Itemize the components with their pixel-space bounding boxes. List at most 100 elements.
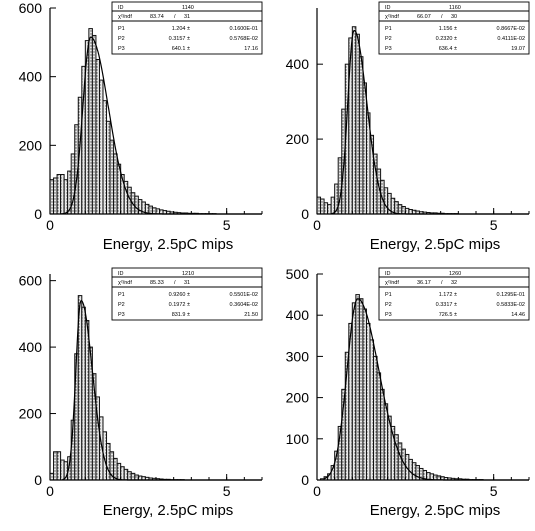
stats-param-value: 831.9 ± [172,312,190,318]
stats-chi2-value: 85.33 [150,280,164,286]
histogram-panel-4: 0 100 200 300 400 500 0 5 Energy, 2.5pC mips ID 12… [267,266,534,531]
histogram-bin [401,206,406,215]
histogram-bin [98,79,104,215]
stats-box: ID 1260 χ²/ndf 36.17 / 32 P1 1.172 ± 0.1295E-01 P… [378,267,530,321]
y-tick-label: 200 [19,406,43,422]
histogram-bin [88,28,93,215]
stats-param-name: P1 [385,292,392,298]
stats-param-value: 1.204 ± [172,26,190,32]
stats-param-name: P3 [385,46,392,52]
histogram-bin [134,195,139,215]
stats-slash: / [441,14,443,20]
stats-param-error: 0.5768E-02 [230,36,258,42]
stats-slash: / [174,280,176,286]
histogram-bin [106,120,111,215]
stats-param-error: 0.3604E-02 [230,302,258,308]
stats-ndf-value: 30 [451,14,457,20]
stats-chi2-value: 66.07 [417,14,431,20]
histogram-bin [373,355,378,481]
histogram-bin [411,462,417,481]
stats-id-value: 1160 [449,5,461,11]
histogram-bin [327,204,332,215]
stats-param-error: 0.5833E-02 [497,302,525,308]
histogram-bin [109,139,115,215]
stats-param-value: 1.156 ± [439,26,457,32]
stats-chi2-label: χ²/ndf [118,280,132,286]
stats-param-value: 0.2320 ± [436,36,457,42]
histogram-bin [394,201,399,215]
histogram-bin [56,451,62,481]
histogram-bin [330,196,336,215]
histogram-bin [351,26,357,215]
stats-id-value: 1140 [182,5,194,11]
x-tick-label: 0 [313,217,321,233]
stats-param-value: 0.9260 ± [169,292,190,298]
histogram-bin [355,294,360,481]
histogram-bin [106,442,111,481]
histogram-bin [84,320,90,481]
stats-param-name: P3 [385,312,392,318]
stats-param-name: P2 [385,36,392,42]
histogram-bin [365,322,371,481]
histogram-bin [56,174,62,215]
stats-param-value: 640.1 ± [172,46,190,52]
x-axis-label: Energy, 2.5pC mips [370,236,501,253]
histogram-bin [113,153,118,215]
x-axis-label: Energy, 2.5pC mips [103,236,234,253]
histogram-chart-2: 0 200 400 0 5 Energy, 2.5pC mips ID 1160 χ²/ndf 6… [286,1,530,253]
y-tick-label: 400 [286,307,310,323]
y-tick-label: 0 [34,206,42,222]
stats-param-name: P2 [118,36,125,42]
histogram-bin [351,302,357,481]
histogram-bin [102,100,108,215]
y-tick-label: 200 [286,131,310,147]
histogram-bin [362,308,367,481]
histogram-bin [408,458,413,481]
stats-param-value: 0.1972 ± [169,302,190,308]
stats-param-value: 0.3157 ± [169,36,190,42]
stats-param-value: 1.172 ± [439,292,457,298]
histogram-bin [320,198,325,215]
histogram-panel-1: 0 200 400 600 0 5 Energy, 2.5pC mips ID 1140 χ²/n… [0,0,267,265]
y-tick-label: 100 [286,431,310,447]
histogram-bin [408,209,413,215]
histogram-bin [123,468,129,481]
histogram-bin [113,457,118,481]
histogram-bin [116,462,122,481]
stats-param-error: 17.16 [244,46,258,52]
histogram-bin [380,388,385,481]
stats-id-value: 1260 [449,271,461,277]
histogram-bin [60,459,65,481]
stats-param-name: P2 [118,302,125,308]
histogram-bin [127,471,132,481]
histogram-bin [53,451,58,481]
histogram-panel-3: 0 200 400 600 0 5 Energy, 2.5pC mips ID 1210 χ²/n… [0,266,267,531]
histogram-chart-1: 0 200 400 600 0 5 Energy, 2.5pC mips ID 1140 χ²/n… [19,0,263,253]
histogram-bin [397,204,403,215]
histogram-bin [397,442,403,481]
stats-chi2-label: χ²/ndf [385,280,399,286]
stats-param-name: P3 [118,312,125,318]
stats-ndf-value: 31 [184,280,190,286]
stats-param-name: P2 [385,302,392,308]
y-tick-label: 200 [19,137,43,153]
histogram-panel-2: 0 200 400 0 5 Energy, 2.5pC mips ID 1160 χ²/ndf 6… [267,0,534,265]
y-tick-label: 0 [34,472,42,488]
x-tick-label: 5 [490,483,498,499]
stats-param-value: 726.5 ± [439,312,457,318]
stats-param-error: 0.1600E-01 [230,26,258,32]
stats-ndf-value: 31 [184,14,190,20]
x-tick-label: 5 [223,483,231,499]
histogram-bin [404,207,410,215]
histogram-bin [137,199,143,215]
stats-chi2-value: 83.74 [150,14,164,20]
y-tick-label: 400 [19,339,43,355]
stats-box: ID 1140 χ²/ndf 83.74 / 31 P1 1.204 ± 0.1600E-01 P… [111,1,263,55]
x-tick-label: 0 [46,483,54,499]
histogram-bin [369,339,375,481]
stats-param-error: 0.5501E-02 [230,292,258,298]
stats-chi2-value: 36.17 [417,280,431,286]
histogram-bin [120,466,125,481]
stats-param-name: P3 [118,46,125,52]
y-tick-label: 400 [19,69,43,85]
